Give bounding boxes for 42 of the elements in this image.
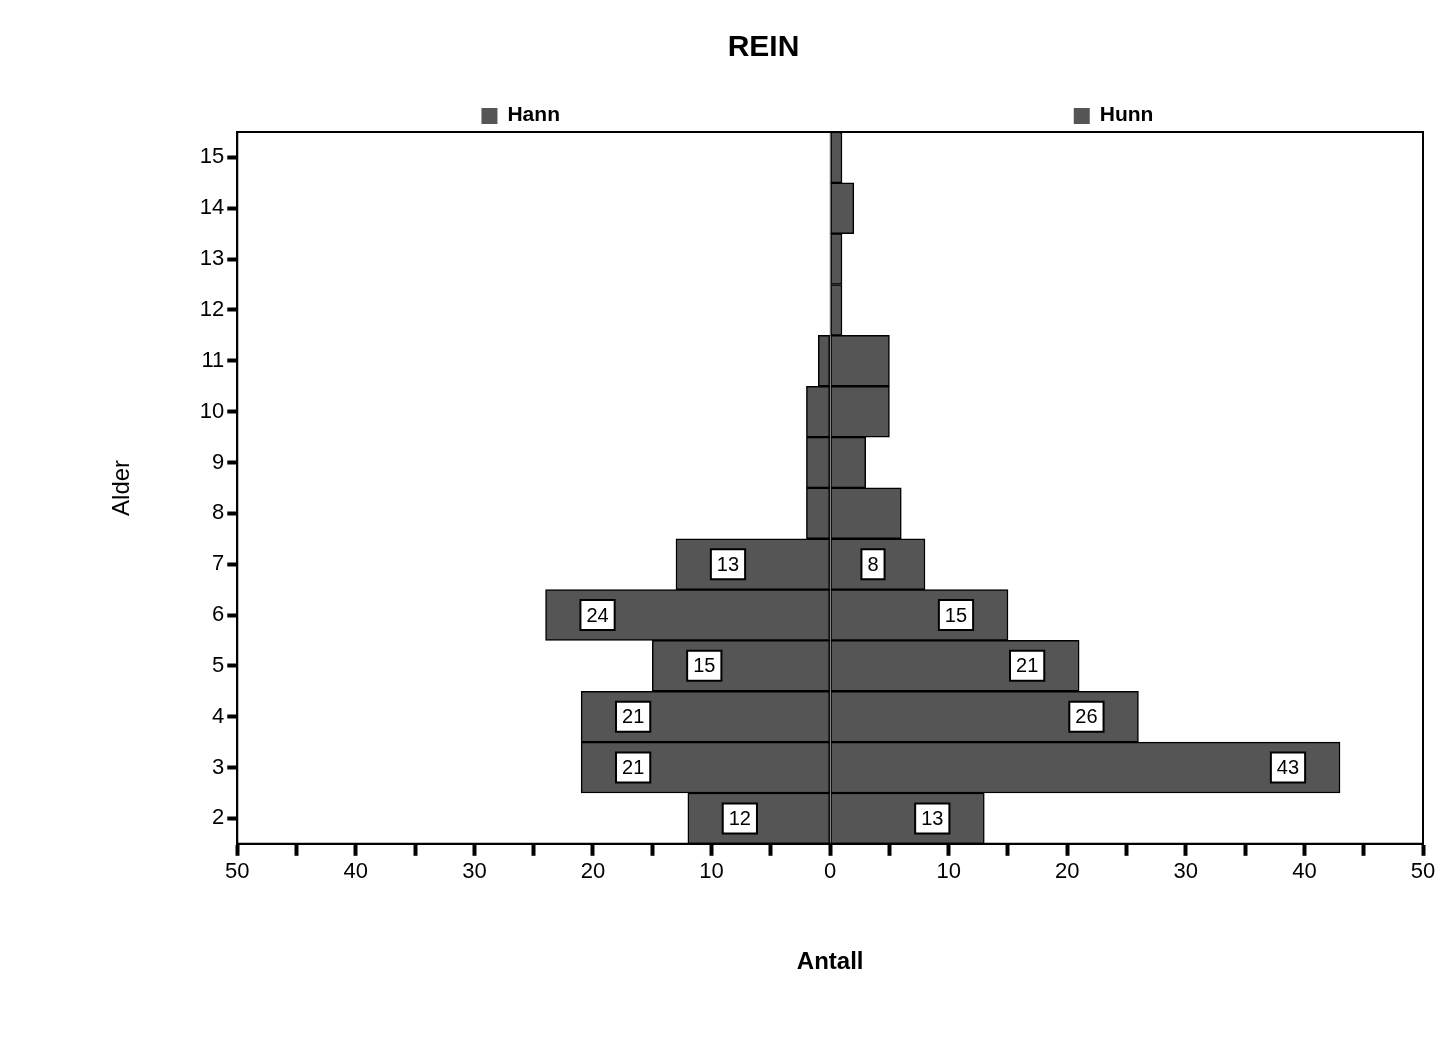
y-tick-label: 4 — [212, 702, 225, 728]
y-tick-label: 8 — [212, 499, 225, 525]
x-tick-label: 30 — [462, 858, 487, 884]
y-tick-label: 13 — [199, 245, 225, 271]
x-tick-label: 50 — [225, 858, 250, 884]
y-tick-label: 15 — [199, 143, 225, 169]
data-label: 13 — [716, 552, 740, 575]
y-tick-label: 7 — [212, 550, 225, 576]
y-tick-label: 10 — [199, 397, 225, 423]
x-tick-label: 20 — [1055, 858, 1080, 884]
data-label: 21 — [1016, 654, 1039, 677]
y-tick-label: 3 — [212, 753, 225, 779]
y-axis-title: Alder — [107, 459, 135, 516]
x-tick-label: 10 — [699, 858, 724, 884]
data-label: 24 — [586, 603, 609, 626]
x-axis-title: Antall — [796, 947, 864, 975]
data-label: 43 — [1276, 756, 1300, 779]
legend-label: Hann — [507, 102, 560, 126]
y-tick-label: 11 — [201, 346, 225, 372]
y-tick-label: 9 — [212, 448, 225, 474]
data-label: 21 — [622, 705, 645, 728]
data-label: 21 — [622, 756, 645, 779]
data-label: 12 — [728, 806, 751, 829]
x-tick-label: 50 — [1410, 858, 1436, 884]
x-tick-label: 10 — [936, 858, 961, 884]
y-tick-label: 6 — [212, 601, 225, 627]
data-label: 8 — [867, 552, 879, 575]
x-tick-label: 30 — [1173, 858, 1199, 884]
data-label: 13 — [921, 806, 944, 829]
x-tick-label: 20 — [580, 858, 606, 884]
data-label: 26 — [1075, 705, 1098, 728]
data-label: 15 — [693, 654, 716, 677]
data-label: 15 — [944, 603, 968, 626]
y-tick-label: 5 — [212, 651, 225, 677]
x-tick-label: 40 — [1292, 858, 1317, 884]
legend-label: Hunn — [1099, 102, 1154, 126]
y-tick-label: 2 — [212, 804, 225, 830]
y-tick-label: 14 — [199, 194, 225, 220]
chart-title: REIN — [727, 29, 800, 63]
y-tick-label: 12 — [199, 296, 225, 322]
x-tick-label: 0 — [824, 858, 837, 884]
x-tick-label: 40 — [343, 858, 369, 884]
